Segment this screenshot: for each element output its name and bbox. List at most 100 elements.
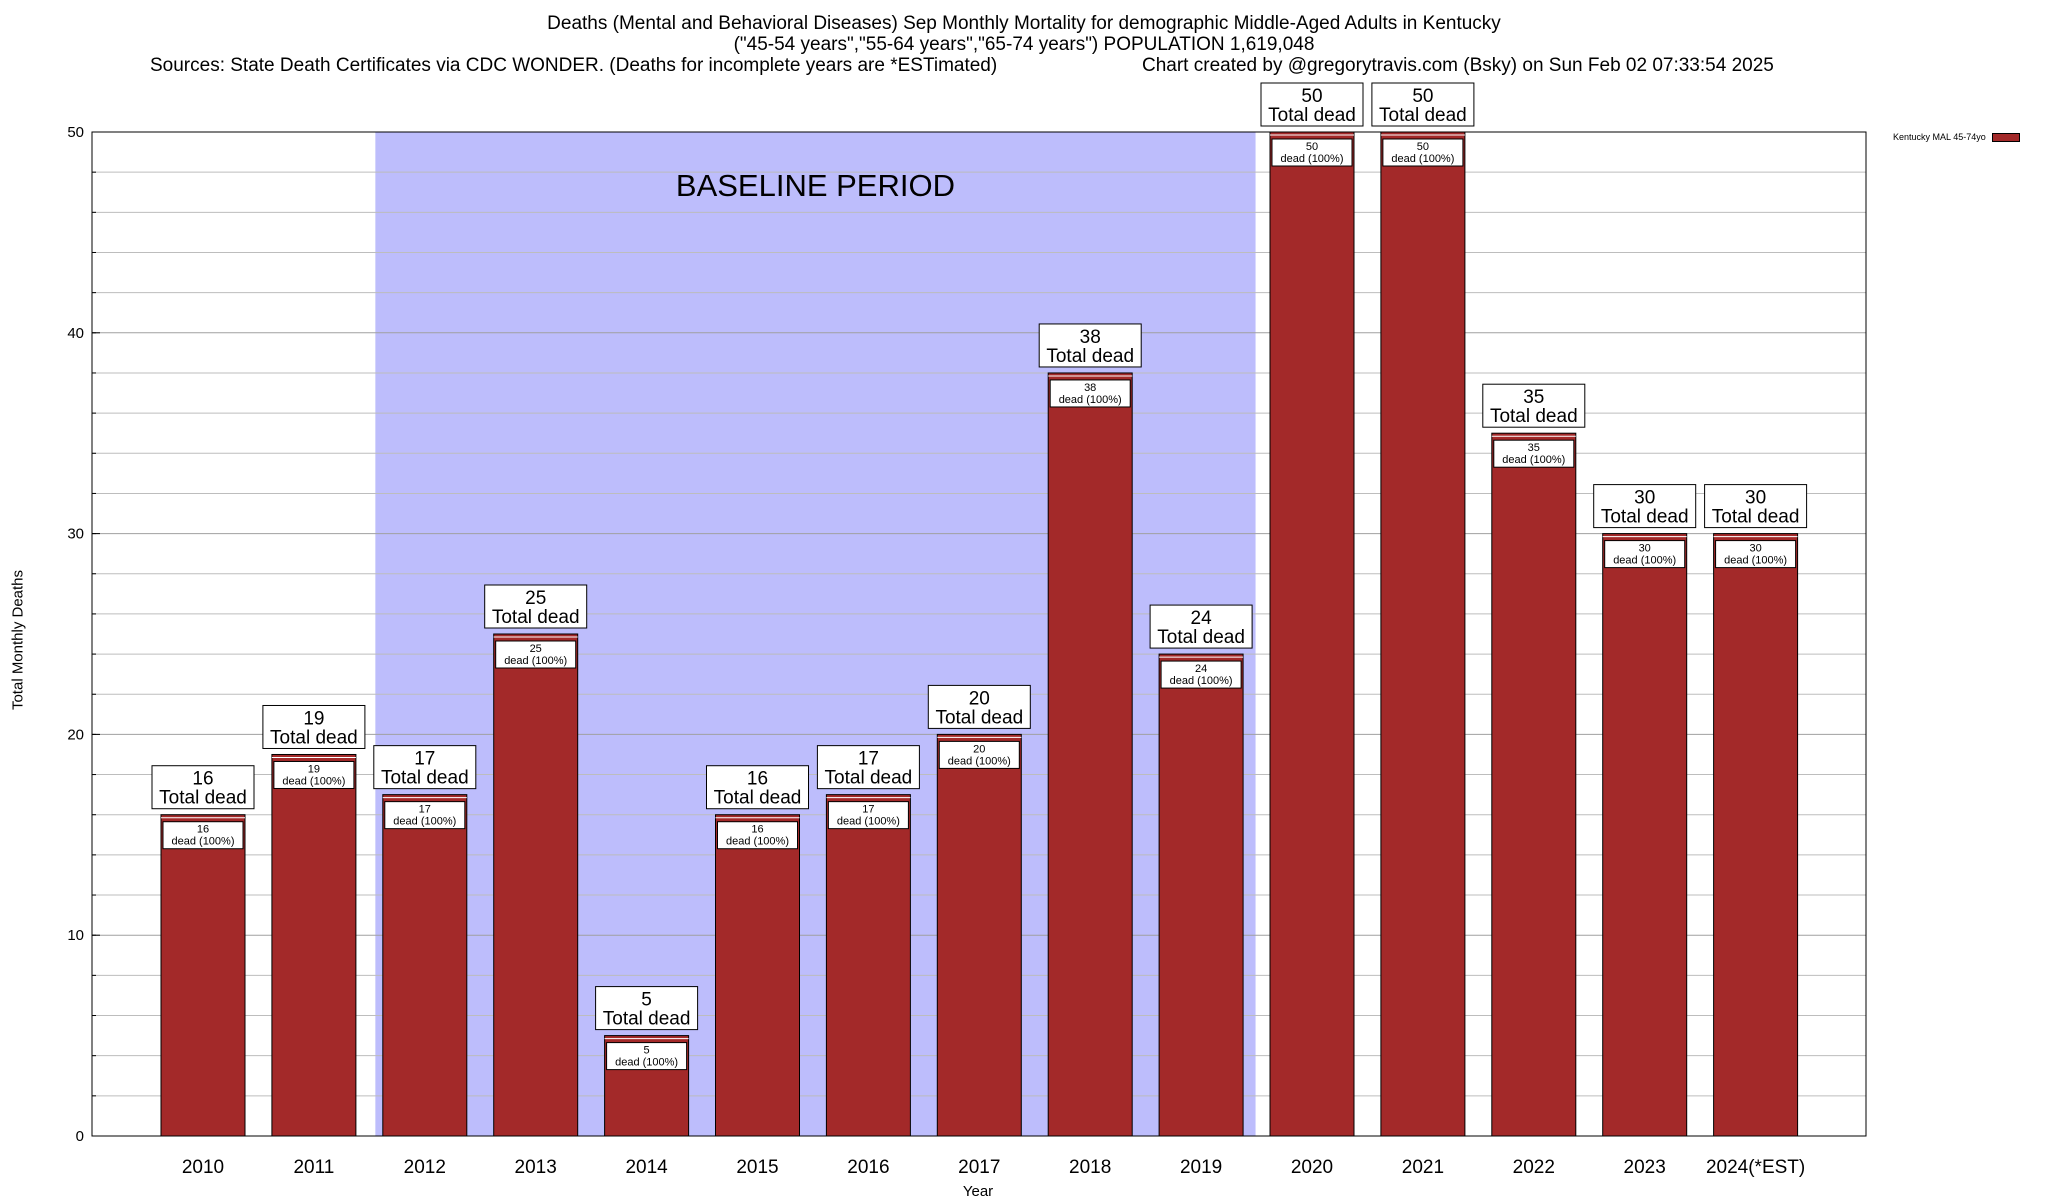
bar-inner-value: 17 [862,804,874,816]
y-tick-label: 50 [67,124,84,141]
y-tick-label: 20 [67,726,84,743]
bar [1491,432,1577,1137]
bar-inner-label: dead (100%) [393,816,456,828]
bar-inner-label-box [384,801,466,830]
bar-top-label: Total dead [935,707,1023,728]
y-tick-label: 0 [76,1128,84,1145]
bar-top-label-box [262,704,366,749]
bar-top-label: Total dead [825,768,913,789]
bar-inner-value: 20 [973,743,985,755]
bar-top-value: 20 [969,688,990,709]
bar-inner-label-box [495,640,577,669]
bar-inner-label-box [827,801,909,830]
x-tick-label: 2018 [1069,1157,1111,1178]
bar [715,814,800,1137]
legend-entry-label: Kentucky MAL 45-74yo [1893,132,1986,142]
bar-inner-label-box [162,821,244,850]
bar-inner-label: dead (100%) [1391,153,1454,165]
bar-top-label-box [816,745,920,790]
bar-top-label-box [1260,82,1364,127]
baseline-period-label: BASELINE PERIOD [676,168,955,203]
y-tick-label: 10 [67,927,84,944]
bar-inner-label-box [1382,138,1464,167]
bar-inner-label: dead (100%) [1724,555,1787,567]
bar-inner-label: dead (100%) [172,836,235,848]
bar-inner-label-box [1271,138,1353,167]
x-tick-label: 2016 [847,1157,889,1178]
bar-inner-value: 50 [1306,141,1318,153]
bar [1713,533,1799,1137]
bar-top-value: 35 [1523,387,1544,408]
bar [1269,131,1355,1137]
x-axis-label: Year [962,1183,994,1200]
bar-top-label: Total dead [492,607,580,628]
bar-inner-value: 24 [1195,663,1207,675]
bar [160,814,246,1137]
x-tick-label: 2015 [736,1157,778,1178]
bar-inner-label-box [1493,439,1575,468]
bar [1380,131,1466,1137]
bar-inner-label: dead (100%) [1613,555,1676,567]
x-tick-label: 2013 [515,1157,557,1178]
bar-top-label-box [1482,383,1586,428]
bar-inner-label: dead (100%) [1281,153,1344,165]
x-tick-label: 2011 [293,1157,334,1178]
bar-top-label: Total dead [1046,346,1134,367]
bar-inner-value: 19 [308,763,320,775]
bar-top-label: Total dead [1157,627,1245,648]
bar-top-value: 16 [747,769,768,790]
y-tick-label: 30 [67,526,84,543]
bar-inner-label: dead (100%) [1170,675,1233,687]
bar-top-value: 17 [414,749,435,770]
bar-inner-label: dead (100%) [1502,454,1565,466]
bar-top-value: 50 [1301,86,1322,107]
bar-inner-value: 17 [419,804,431,816]
bar-top-label-box [1149,604,1253,649]
legend-swatch [1991,132,2020,142]
y-tick-label: 40 [67,325,84,342]
bar-top-label-box [373,745,477,790]
bar-inner-label: dead (100%) [282,775,345,787]
bar-top-label: Total dead [1712,507,1800,528]
bar-top-label-box [595,986,699,1031]
bar-top-label-box [1038,323,1142,368]
bar-top-label-box [1371,82,1475,127]
bar-top-label: Total dead [159,788,247,809]
bar-inner-label-box [606,1042,688,1071]
bar [1047,372,1133,1137]
bar-inner-label: dead (100%) [948,755,1011,767]
bar-inner-label: dead (100%) [504,655,567,667]
bar-inner-label-box [1160,660,1242,689]
bar-top-label-box [151,765,255,810]
x-tick-label: 2017 [958,1157,1000,1178]
bar-inner-label-box [1049,379,1131,408]
bar-top-label: Total dead [1379,105,1467,126]
x-tick-label: 2024(*EST) [1706,1157,1805,1178]
bar [1158,653,1244,1137]
bar-inner-label-box [717,821,798,850]
bar-top-value: 38 [1080,327,1101,348]
x-tick-label: 2014 [625,1157,668,1178]
bar-inner-value: 16 [751,824,763,836]
bar-inner-label: dead (100%) [1059,394,1122,406]
bar-inner-value: 50 [1417,141,1429,153]
bar-inner-value: 38 [1084,382,1096,394]
bar [825,794,911,1137]
chart-title: Deaths (Mental and Behavioral Diseases) … [547,13,1501,34]
bar-inner-value: 5 [644,1045,650,1057]
bar-inner-label-box [1715,540,1797,569]
bar [493,633,579,1137]
bar-top-label-box [927,684,1031,729]
bar-top-value: 5 [641,990,652,1011]
x-tick-label: 2021 [1402,1157,1444,1178]
legend: Kentucky MAL 45-74yo [1893,132,2020,142]
bar-inner-value: 30 [1749,543,1761,555]
bar-top-value: 50 [1412,86,1433,107]
bar-top-label-box [706,765,809,810]
x-tick-label: 2010 [182,1157,224,1178]
y-axis-label: Total Monthly Deaths [9,569,27,711]
bar [271,753,357,1137]
bar-top-value: 16 [192,769,213,790]
bar [936,733,1022,1137]
